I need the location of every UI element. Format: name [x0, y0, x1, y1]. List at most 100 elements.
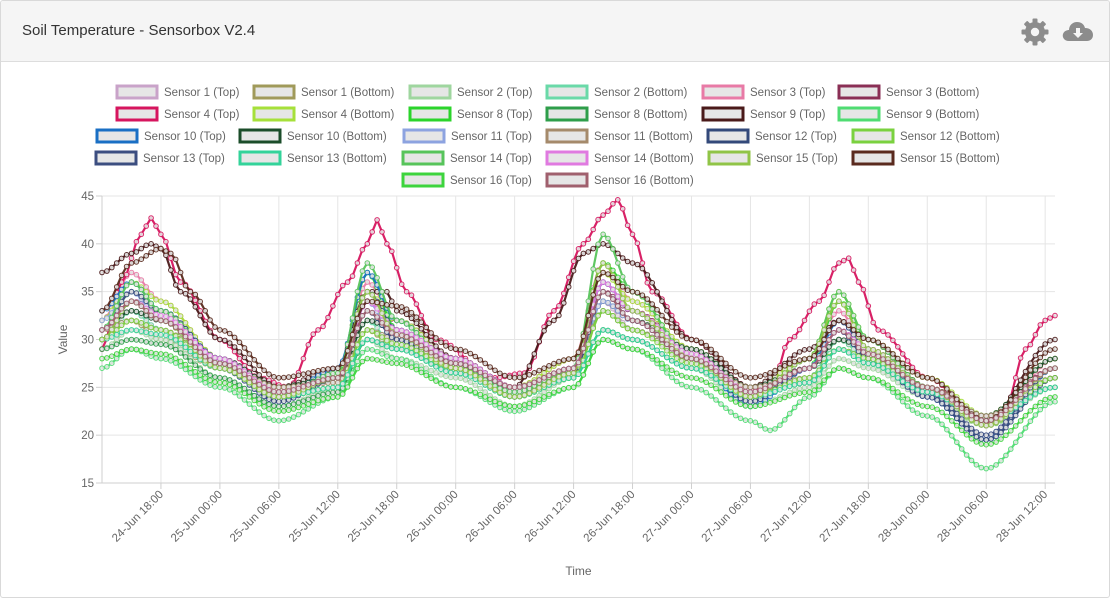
data-point: [698, 349, 705, 355]
data-point: [570, 370, 577, 376]
data-point: [281, 408, 287, 414]
gear-icon[interactable]: [1020, 17, 1050, 47]
legend: Sensor 1 (Top) Sensor 1 (Bottom) Sensor 2 …: [94, 84, 1000, 188]
data-point: [742, 398, 749, 404]
legend-swatch: [402, 128, 446, 144]
data-point: [118, 272, 125, 279]
legend-label: Sensor 12 (Top): [755, 131, 837, 143]
legend-label: Sensor 16 (Bottom): [594, 175, 694, 187]
legend-item: Sensor 14 (Top): [401, 150, 532, 166]
data-point: [452, 365, 459, 372]
data-point: [806, 308, 813, 314]
data-point: [148, 324, 154, 331]
data-point: [197, 372, 203, 378]
x-tick-label: 27-Jun 12:00: [759, 489, 815, 545]
data-point: [634, 240, 641, 246]
data-point: [207, 352, 213, 359]
data-point: [944, 386, 950, 392]
data-point: [128, 269, 135, 276]
data-point: [177, 269, 184, 276]
data-point: [875, 339, 882, 346]
data-point: [143, 348, 149, 355]
data-point: [708, 393, 714, 399]
data-point: [732, 412, 739, 419]
x-tick-label: 27-Jun 00:00: [641, 489, 697, 545]
data-point: [728, 365, 734, 371]
data-point: [845, 255, 852, 261]
data-point: [737, 391, 744, 397]
data-point: [816, 345, 823, 352]
data-point: [561, 300, 567, 306]
data-point: [757, 373, 764, 380]
data-point: [379, 229, 385, 235]
data-point: [177, 340, 184, 347]
legend-label: Sensor 3 (Top): [750, 87, 826, 99]
data-point: [354, 288, 361, 295]
data-point: [163, 248, 169, 254]
data-point: [767, 370, 773, 376]
data-point: [261, 389, 267, 396]
data-point: [610, 246, 616, 252]
data-point: [605, 309, 611, 315]
data-point: [605, 271, 611, 277]
data-point: [393, 336, 400, 343]
data-point: [526, 363, 533, 369]
data-point: [408, 345, 415, 351]
data-point: [359, 349, 366, 356]
data-point: [983, 465, 990, 472]
data-point: [408, 315, 415, 322]
data-point: [315, 387, 321, 393]
data-point: [723, 405, 729, 412]
data-point: [236, 339, 243, 346]
data-point: [836, 288, 842, 295]
data-point: [457, 384, 464, 391]
legend-label: Sensor 9 (Top): [750, 109, 826, 121]
data-point: [895, 360, 901, 367]
data-point: [585, 236, 592, 243]
data-point: [182, 354, 189, 360]
data-point: [349, 273, 356, 279]
data-point: [104, 364, 110, 370]
data-point: [379, 358, 385, 364]
data-point: [870, 356, 877, 363]
data-point: [929, 375, 936, 382]
data-point: [408, 350, 415, 356]
data-point: [1008, 419, 1014, 425]
data-point: [364, 355, 371, 362]
data-point: [806, 375, 813, 381]
legend-swatch: [115, 106, 159, 122]
data-point: [236, 355, 243, 362]
data-point: [99, 308, 105, 314]
cloud-download-icon[interactable]: [1061, 17, 1095, 47]
data-point: [393, 265, 400, 271]
data-point: [899, 398, 906, 405]
data-point: [516, 388, 523, 395]
data-point: [354, 349, 361, 355]
data-point: [197, 366, 203, 372]
data-point: [168, 344, 174, 350]
legend-swatch: [545, 128, 589, 144]
data-point: [148, 249, 154, 256]
data-point: [177, 350, 184, 356]
data-point: [138, 231, 145, 238]
data-point: [281, 417, 287, 424]
legend-swatch: [252, 106, 296, 122]
data-point: [197, 377, 203, 383]
data-point: [452, 370, 459, 376]
x-tick-label: 24-Jun 18:00: [110, 489, 166, 545]
data-point: [369, 337, 376, 344]
data-point: [1032, 367, 1039, 373]
data-point: [236, 372, 243, 379]
data-point: [123, 263, 130, 270]
data-point: [433, 364, 439, 370]
data-point: [521, 392, 528, 398]
data-point: [516, 393, 523, 400]
data-point: [251, 366, 258, 373]
data-point: [295, 399, 302, 406]
data-point: [325, 395, 331, 401]
data-point: [536, 338, 543, 345]
data-point: [619, 255, 626, 261]
data-point: [669, 358, 675, 364]
data-point: [634, 299, 641, 305]
data-point: [713, 397, 719, 403]
